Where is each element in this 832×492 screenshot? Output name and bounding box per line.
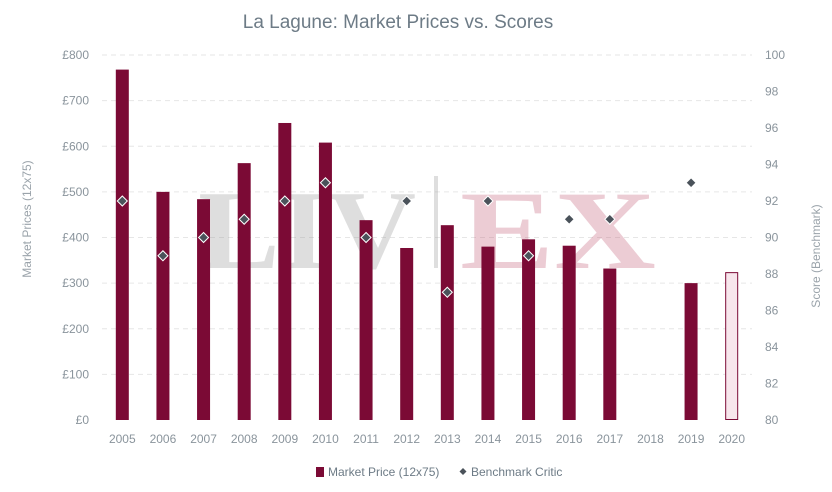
x-axis-ticks: 2005 2006 2007 2008 2009 2010 2011 2012 2013 2014… [109, 432, 745, 446]
right-axis-ticks: 80 82 84 86 88 90 92 94 96 98 100 [765, 48, 785, 427]
price-bar [400, 247, 414, 420]
y-right-tick-label: 94 [765, 158, 779, 172]
y-right-tick-label: 84 [765, 340, 779, 354]
score-markers [116, 177, 697, 298]
y-left-tick-label: £800 [62, 48, 89, 62]
x-tick-label: 2016 [556, 432, 583, 446]
price-bar [440, 225, 454, 420]
price-bar [197, 199, 211, 420]
price-bar [725, 272, 739, 420]
x-tick-label: 2013 [434, 432, 461, 446]
legend-label-price: Market Price (12x75) [328, 465, 439, 479]
left-axis-label: Market Prices (12x75) [20, 160, 34, 277]
x-tick-label: 2015 [515, 432, 542, 446]
score-marker [319, 177, 332, 189]
y-right-tick-label: 100 [765, 48, 785, 62]
gridlines [102, 54, 752, 375]
y-right-tick-label: 82 [765, 377, 779, 391]
y-left-tick-label: £700 [62, 94, 89, 108]
price-bar [115, 69, 129, 420]
price-bar [318, 142, 332, 420]
price-bar [684, 283, 698, 420]
chart-title: La Lagune: Market Prices vs. Scores [243, 12, 553, 33]
x-tick-label: 2010 [312, 432, 339, 446]
y-right-tick-label: 92 [765, 194, 779, 208]
score-marker [604, 213, 616, 225]
price-bar [522, 239, 536, 420]
price-bar [562, 245, 576, 420]
y-left-tick-label: £600 [62, 139, 89, 153]
x-tick-label: 2018 [637, 432, 664, 446]
y-right-tick-label: 98 [765, 85, 779, 99]
score-marker [441, 286, 454, 298]
y-left-tick-label: £500 [62, 185, 89, 199]
watermark: LIV EX [198, 169, 656, 293]
score-marker [400, 195, 413, 207]
x-tick-label: 2008 [231, 432, 258, 446]
price-bar [237, 163, 251, 420]
legend: Market Price (12x75) Benchmark Critic [316, 465, 562, 479]
y-right-tick-label: 88 [765, 267, 779, 281]
price-bars [115, 69, 739, 420]
score-marker [197, 231, 210, 244]
score-marker [238, 213, 250, 225]
legend-swatch-price [316, 467, 324, 477]
left-axis-ticks: £0 £100 £200 £300 £400 £500 £600 £700 £800 [62, 48, 89, 427]
watermark-liv: LIV [198, 169, 416, 293]
x-tick-label: 2014 [475, 432, 502, 446]
y-right-tick-label: 90 [765, 231, 779, 245]
y-right-tick-label: 86 [765, 304, 779, 318]
x-tick-label: 2020 [718, 432, 745, 446]
y-right-tick-label: 80 [765, 413, 779, 427]
price-bar [278, 122, 292, 420]
x-tick-label: 2009 [271, 432, 298, 446]
watermark-divider [434, 176, 438, 268]
score-marker [279, 195, 291, 207]
y-left-tick-label: £0 [76, 413, 90, 427]
price-bar [156, 191, 170, 420]
y-left-tick-label: £200 [62, 322, 89, 336]
score-marker [116, 195, 129, 207]
score-marker [157, 250, 169, 262]
legend-swatch-critic [459, 468, 467, 475]
price-bar [359, 220, 373, 420]
x-tick-label: 2012 [393, 432, 420, 446]
legend-label-critic: Benchmark Critic [471, 465, 562, 479]
right-axis-label: Score (Benchmark) [809, 204, 823, 307]
score-marker [482, 195, 494, 207]
y-left-tick-label: £300 [62, 276, 89, 290]
score-marker [563, 213, 575, 225]
x-tick-label: 2017 [596, 432, 623, 446]
x-tick-label: 2006 [150, 432, 177, 446]
score-marker [360, 231, 372, 244]
y-right-tick-label: 96 [765, 121, 779, 135]
x-tick-label: 2011 [353, 432, 379, 446]
price-bar [481, 246, 495, 420]
x-tick-label: 2019 [678, 432, 705, 446]
score-marker [522, 250, 535, 262]
y-left-tick-label: £100 [62, 367, 89, 381]
price-bar [603, 268, 617, 420]
score-marker [685, 177, 697, 189]
x-tick-label: 2007 [190, 432, 217, 446]
x-tick-label: 2005 [109, 432, 136, 446]
y-left-tick-label: £400 [62, 231, 89, 245]
